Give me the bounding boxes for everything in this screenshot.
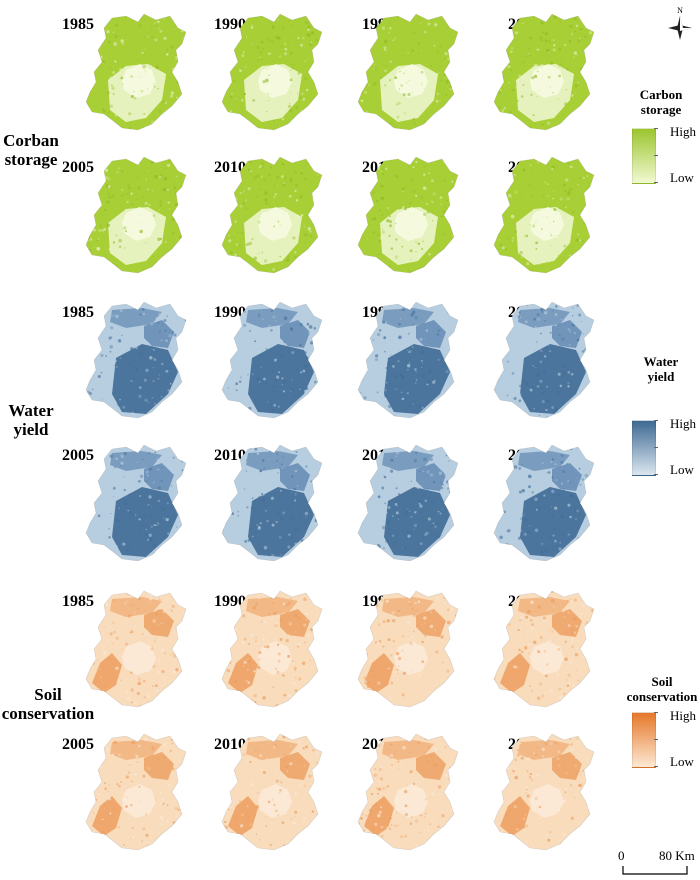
legend-title-line: yield [647,369,675,384]
row-label-line: storage [4,150,58,169]
year-label: 1985 [62,16,94,33]
year-label: 1985 [62,593,94,610]
compass-north-arrow-icon: N [668,6,692,40]
row-label-line: Corban [3,131,59,150]
legend-tick [654,739,658,740]
legend-high-label: High [670,124,696,139]
row-label-carbon: Corban storage [0,131,62,169]
legend-low-label: Low [670,754,694,769]
map-panel-water-2000 [493,301,595,419]
year-label: 1990 [214,16,246,33]
map-panel-carbon-2015 [357,156,459,274]
legend-tick [654,712,658,713]
legend-tick [654,420,658,421]
map-panel-soil-1995 [357,590,459,708]
legend-tick [654,155,658,156]
legend-high-label: High [670,708,696,723]
legend-low-label: Low [670,462,694,477]
map-panel-water-2010 [221,444,323,562]
scale-bar [622,866,688,875]
map-panel-water-1990 [221,301,323,419]
legend-low-label: Low [670,170,694,185]
map-panel-carbon-1995 [357,13,459,131]
legend-tick [654,474,658,475]
row-label-line: Soil [34,685,62,704]
map-panel-soil-2010 [221,733,323,851]
row-label-line: conservation [1,704,95,723]
map-panel-soil-1990 [221,590,323,708]
map-panel-carbon-2000 [493,13,595,131]
map-panel-carbon-2020 [493,156,595,274]
row-label-line: Water [8,401,54,420]
legend-title-carbon: Carbon storage [628,87,694,117]
year-label: 2010 [214,159,246,176]
legend-gradient-soil [632,712,656,768]
legend-tick [654,182,658,183]
map-panel-water-2020 [493,444,595,562]
year-label: 1990 [214,593,246,610]
year-label: 2005 [62,159,94,176]
year-label: 2005 [62,736,94,753]
row-label-water: Water yield [0,401,62,439]
legend-tick [654,766,658,767]
row-label-soil: Soil conservation [0,685,96,723]
year-label: 1990 [214,304,246,321]
row-label-line: yield [13,420,49,439]
legend-title-line: conservation [626,689,698,704]
legend-title-water: Water yield [628,354,694,384]
map-panel-water-2015 [357,444,459,562]
year-label: 1985 [62,304,94,321]
map-panel-soil-2005 [85,733,187,851]
legend-title-soil: Soil conservation [624,674,700,704]
legend-title-line: Water [643,354,679,369]
north-arrow: N [662,4,698,44]
map-panel-soil-2000 [493,590,595,708]
legend-title-line: storage [640,102,682,117]
map-panel-carbon-2010 [221,156,323,274]
map-panel-carbon-1985 [85,13,187,131]
map-panel-soil-1985 [85,590,187,708]
scale-end-label: 80 Km [659,848,695,863]
map-panel-water-2005 [85,444,187,562]
legend-high-label: High [670,416,696,431]
map-panel-carbon-1990 [221,13,323,131]
legend-title-line: Carbon [639,87,683,102]
year-label: 2005 [62,447,94,464]
scale-start-label: 0 [618,848,625,863]
year-label: 2010 [214,736,246,753]
map-panel-soil-2015 [357,733,459,851]
legend-tick [654,128,658,129]
legend-tick [654,447,658,448]
map-panel-carbon-2005 [85,156,187,274]
map-panel-soil-2020 [493,733,595,851]
map-panel-water-1995 [357,301,459,419]
legend-gradient-carbon [632,128,656,184]
legend-gradient-water [632,420,656,476]
year-label: 2010 [214,447,246,464]
map-panel-water-1985 [85,301,187,419]
legend-title-line: Soil [651,674,673,689]
north-label: N [677,6,683,15]
